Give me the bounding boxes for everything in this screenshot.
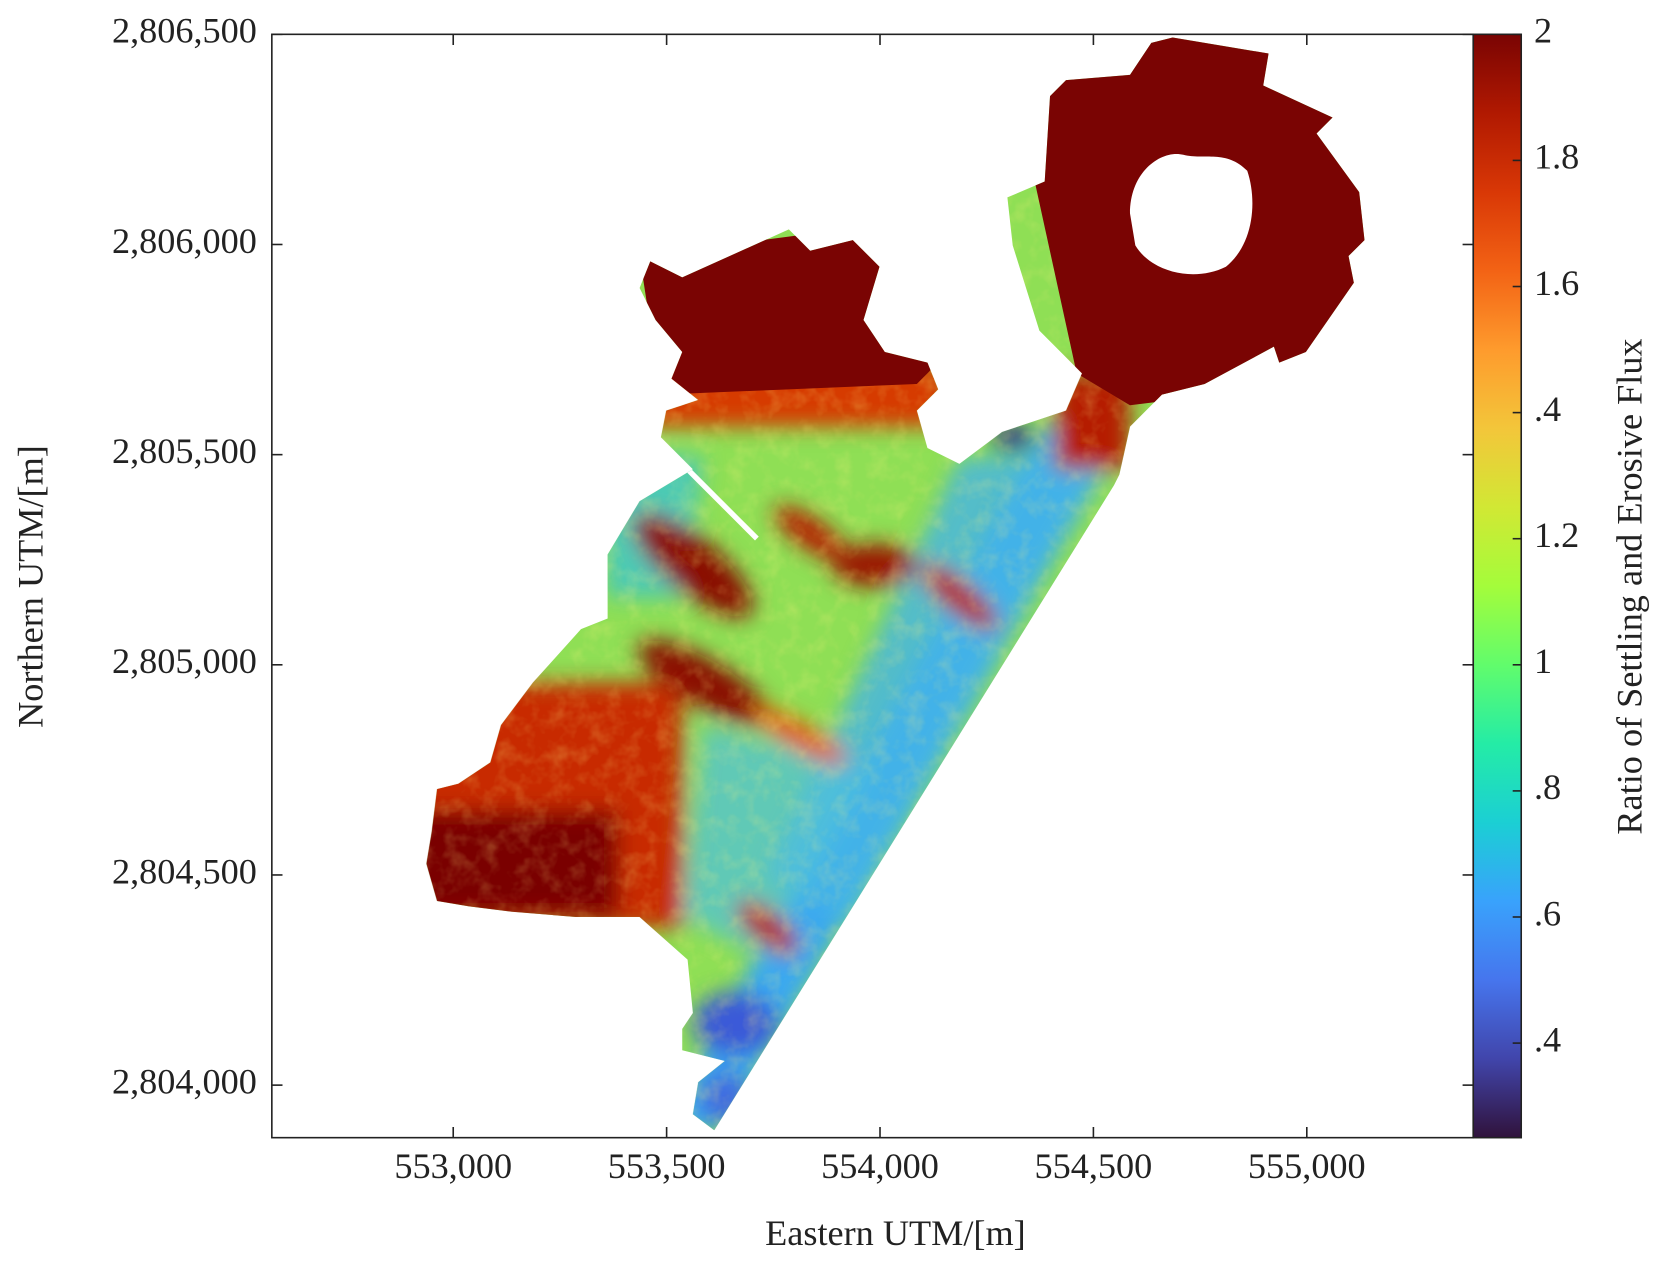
- colorbar-tick-label: 1.8: [1534, 137, 1579, 177]
- x-tick-label: 555,000: [1248, 1146, 1366, 1186]
- y-tick-label: 2,805,000: [112, 641, 257, 681]
- y-tick-label: 2,804,000: [112, 1061, 257, 1101]
- map-field: [426, 37, 1365, 1131]
- colorbar-tick-label: .4: [1534, 389, 1561, 429]
- colorbar-tick-label: 1.6: [1534, 263, 1579, 303]
- colorbar-tick-label: 2: [1534, 11, 1552, 51]
- y-axis-label: Northern UTM/[m]: [10, 445, 50, 728]
- colorbar: [1472, 33, 1523, 1139]
- y-tick-label: 2,806,000: [112, 221, 257, 261]
- x-tick-label: 553,000: [394, 1146, 512, 1186]
- colorbar-tick-label: 1: [1534, 641, 1552, 681]
- y-tick-label: 2,805,500: [112, 431, 257, 471]
- x-tick-label: 553,500: [608, 1146, 726, 1186]
- colorbar-tick-label: .4: [1534, 1019, 1561, 1059]
- colorbar-tick-label: .6: [1534, 893, 1561, 933]
- colorbar-tick-label: 1.2: [1534, 515, 1579, 555]
- x-tick-label: 554,000: [821, 1146, 939, 1186]
- y-tick-label: 2,804,500: [112, 851, 257, 891]
- y-tick-label: 2,806,500: [112, 11, 257, 51]
- colorbar-label: Ratio of Settling and Erosive Flux: [1609, 338, 1649, 834]
- x-axis-label: Eastern UTM/[m]: [765, 1213, 1026, 1253]
- x-tick-label: 554,500: [1035, 1146, 1153, 1186]
- colorbar-tick-label: .8: [1534, 767, 1561, 807]
